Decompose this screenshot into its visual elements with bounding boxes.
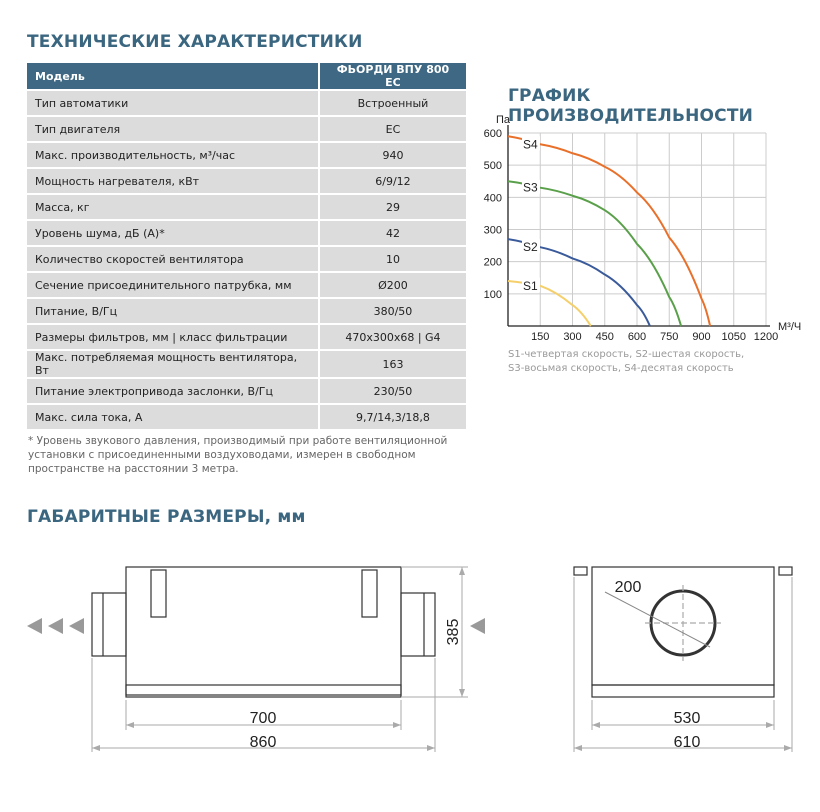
y-tick-label: 200 [484,257,502,269]
specs-title: ТЕХНИЧЕСКИЕ ХАРАКТЕРИСТИКИ [27,32,363,52]
row-label: Макс. потребляемая мощность вентилятора,… [27,351,318,377]
series-label-bg [522,179,540,194]
table-header: Модель ФЬОРДИ ВПУ 800 ЕС [27,63,466,89]
table-row: Количество скоростей вентилятора 10 [27,247,466,271]
x-tick-label: 750 [660,331,678,343]
dim-610: 610 [674,734,701,751]
row-label: Питание электропривода заслонки, В/Гц [27,379,318,403]
header-value: ФЬОРДИ ВПУ 800 ЕС [317,63,466,89]
row-value: 940 [317,143,466,167]
performance-chart: 150 300 450 600 750 900 1050 1200 100 200 300 400 50… [484,114,802,343]
table-row: Питание, В/Гц 380/50 [27,299,466,323]
series-label-bg [522,277,540,292]
header-label: Модель [27,63,318,89]
y-tick-label: 100 [484,289,502,301]
y-tick-label: 600 [484,128,502,140]
row-value: Встроенный [317,91,466,115]
mount-bracket [778,566,793,576]
row-label: Макс. производительность, м³/час [27,143,318,167]
x-tick-label: 450 [596,331,614,343]
y-tick-label: 500 [484,160,502,172]
row-value: 6/9/12 [317,169,466,193]
row-value: 9,7/14,3/18,8 [317,405,466,429]
series-line-S4 [507,135,712,327]
x-tick-label: 900 [692,331,710,343]
series-label-bg [522,239,540,254]
row-value: 380/50 [317,299,466,323]
x-tick-label: 1050 [722,331,746,343]
y-tick-label: 300 [484,225,502,237]
series-label: S2 [523,240,538,254]
row-label: Масса, кг [27,195,318,219]
row-value: 163 [317,351,466,377]
dimensions-title: ГАБАРИТНЫЕ РАЗМЕРЫ, мм [27,507,306,527]
inlet-pipe [400,592,436,657]
chart-title: ГРАФИК ПРОИЗВОДИТЕЛЬНОСТИ [508,86,754,126]
table-row: Макс. потребляемая мощность вентилятора,… [27,351,466,377]
mount-bracket [361,569,378,618]
series-label: S4 [523,137,538,151]
dim-700: 700 [250,710,277,727]
x-tick-label: 150 [531,331,549,343]
series-line-S1 [507,279,592,327]
table-row: Макс. производительность, м³/час 940 [27,143,466,167]
table-row: Тип двигателя ЕС [27,117,466,141]
row-label: Размеры фильтров, мм | класс фильтрации [27,325,318,349]
dim-200: 200 [615,579,642,596]
legend-line: S1-четвертая скорость, S2-шестая скорост… [508,349,745,360]
table-row: Питание электропривода заслонки, В/Гц 230… [27,379,466,403]
table-row: Тип автоматики Встроенный [27,91,466,115]
row-value: 470х300х68 | G4 [317,325,466,349]
chart-legend: S1-четвертая скорость, S2-шестая скорост… [508,348,744,376]
series-label: S1 [523,279,538,293]
series-line-S3 [507,180,683,327]
table-row: Сечение присоединительного патрубка, мм Ø… [27,273,466,297]
x-tick-label: 300 [563,331,581,343]
unit-body [125,566,402,696]
row-value: ЕС [317,117,466,141]
series-label-bg [522,136,540,151]
footnote: * Уровень звукового давления, производим… [28,435,448,475]
table-row: Размеры фильтров, мм | класс фильтрации 4… [27,325,466,349]
series-label: S3 [523,181,538,195]
specs-table: Модель ФЬОРДИ ВПУ 800 ЕС Тип автоматики Вс… [27,61,466,431]
x-tick-label: 1200 [754,331,778,343]
row-label: Сечение присоединительного патрубка, мм [27,273,318,297]
row-value: 29 [317,195,466,219]
mount-bracket [573,566,588,576]
row-label: Тип двигателя [27,117,318,141]
table-row: Макс. сила тока, А 9,7/14,3/18,8 [27,405,466,429]
row-label: Тип автоматики [27,91,318,115]
table-row: Мощность нагревателя, кВт 6/9/12 [27,169,466,193]
dim-530: 530 [674,710,701,727]
front-view [573,566,793,698]
x-axis-label: М³/Ч [778,321,801,333]
row-label: Уровень шума, дБ (А)* [27,221,318,245]
table-row: Уровень шума, дБ (А)* 42 [27,221,466,245]
row-value: 10 [317,247,466,271]
dim-860: 860 [250,734,277,751]
y-axis-label: Па [496,114,511,126]
row-value: 230/50 [317,379,466,403]
side-view [91,566,436,698]
x-tick-label: 600 [628,331,646,343]
row-value: Ø200 [317,273,466,297]
row-label: Питание, В/Гц [27,299,318,323]
dimension-drawings: 700 860 385 200 530 610 [27,566,793,752]
outlet-pipe [91,592,127,657]
front-base [591,684,775,698]
unit-base [125,684,402,698]
table-row: Масса, кг 29 [27,195,466,219]
mount-bracket [150,569,167,618]
row-label: Мощность нагревателя, кВт [27,169,318,193]
airflow-arrows-icon [27,618,485,634]
row-value: 42 [317,221,466,245]
dim-385: 385 [445,619,462,646]
legend-line: S3-восьмая скорость, S4-десятая скорость [508,363,734,374]
row-label: Макс. сила тока, А [27,405,318,429]
row-label: Количество скоростей вентилятора [27,247,318,271]
y-tick-label: 400 [484,192,502,204]
